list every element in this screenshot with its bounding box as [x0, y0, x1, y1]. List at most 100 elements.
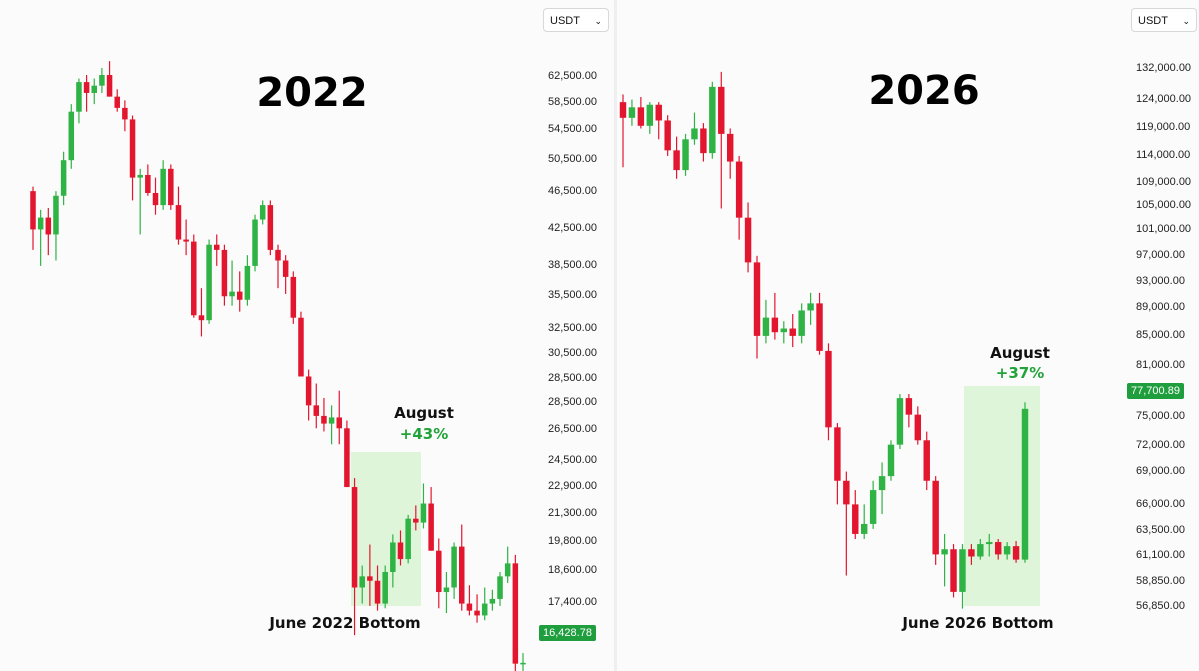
y-tick-label: 105,000.00	[1136, 199, 1191, 211]
chevron-down-icon: ⌄	[594, 16, 602, 26]
candle-body	[152, 192, 159, 206]
candle	[236, 271, 243, 312]
candle	[1021, 402, 1029, 563]
candle	[443, 571, 450, 614]
annotation-month-2026: August	[990, 344, 1050, 362]
annotation-bottom-2026: June 2026 Bottom	[901, 614, 1053, 632]
y-tick-label: 42,500.00	[548, 222, 597, 234]
candle-body	[887, 444, 895, 477]
candle-body	[1021, 408, 1029, 560]
chart-panel-2026: 132,000.00 124,000.00 119,000.00 114,000.00…	[617, 0, 1199, 671]
candle-body	[726, 133, 734, 162]
y-tick-label: 30,500.00	[548, 347, 597, 359]
candle	[359, 565, 365, 604]
candle	[137, 168, 143, 235]
candle-body	[275, 249, 281, 261]
annotation-change-2022: +43%	[400, 425, 448, 443]
candle-body	[628, 107, 636, 118]
candle-body	[114, 96, 120, 108]
candle	[344, 420, 350, 488]
candle-body	[328, 417, 335, 424]
candle-body	[619, 102, 627, 118]
y-tick-label: 72,000.00	[1136, 439, 1185, 451]
candle-body	[37, 217, 44, 230]
candle	[328, 405, 335, 445]
chart-title-2026: 2026	[868, 68, 979, 114]
candle-body	[244, 265, 251, 300]
candle	[512, 554, 519, 671]
candle	[726, 128, 734, 179]
y-tick-label: 114,000.00	[1136, 149, 1190, 161]
candle	[646, 102, 654, 134]
candle	[91, 78, 98, 105]
candle-body	[405, 518, 411, 560]
candle-body	[351, 487, 358, 588]
candle	[145, 164, 151, 196]
candle-body	[1003, 546, 1011, 555]
candle-body	[344, 428, 350, 488]
candle	[474, 594, 480, 623]
y-tick-label: 21,300.00	[548, 507, 597, 519]
candle	[700, 123, 707, 162]
candle-body	[968, 549, 975, 557]
candle-body	[229, 291, 235, 297]
candle	[30, 186, 36, 250]
candle-body	[420, 503, 427, 523]
candle-body	[413, 518, 419, 523]
annotation-change-2026: +37%	[996, 364, 1044, 382]
candle-body	[655, 104, 662, 121]
candle	[762, 299, 770, 344]
candle-body	[382, 571, 388, 604]
candle-body	[646, 104, 654, 126]
candle	[968, 544, 975, 565]
candle	[923, 431, 930, 491]
candle	[789, 314, 796, 348]
candle	[60, 151, 67, 206]
y-tick-label: 132,000.00	[1136, 62, 1191, 74]
candle-body	[336, 417, 343, 429]
candle-body	[914, 414, 922, 441]
candle-body	[106, 75, 113, 97]
last-price-badge-2026: 77,700.89	[1127, 383, 1184, 399]
candle-body	[744, 217, 752, 263]
candlestick-chart-2022: 62,500.00 58,500.00 54,500.00 50,500.00 46,5…	[30, 61, 597, 671]
candle	[843, 471, 850, 576]
chart-panel-2022: 62,500.00 58,500.00 54,500.00 50,500.00 46,5…	[30, 8, 609, 671]
candle	[397, 530, 404, 566]
candle-body	[896, 398, 904, 445]
candle	[869, 480, 877, 529]
candle-body	[986, 542, 993, 545]
currency-select-left[interactable]: USDT ⌄	[543, 8, 609, 32]
y-tick-label: 58,500.00	[548, 96, 597, 108]
candle	[504, 546, 511, 584]
candle	[735, 155, 743, 240]
candle	[198, 288, 205, 337]
candle	[282, 255, 289, 294]
currency-select-right[interactable]: USDT ⌄	[1131, 8, 1197, 32]
candle-body	[129, 119, 136, 178]
candle	[673, 136, 680, 179]
candle	[896, 394, 904, 450]
y-tick-label: 32,500.00	[548, 322, 597, 334]
candle-body	[905, 398, 913, 415]
candle	[932, 476, 939, 565]
candle-body	[994, 542, 1002, 555]
candle-body	[298, 317, 304, 377]
candle	[413, 505, 419, 531]
candle	[718, 71, 725, 209]
candlestick-chart-2026: 132,000.00 124,000.00 119,000.00 114,000.00…	[619, 62, 1191, 632]
candle	[655, 102, 662, 140]
candle-body	[206, 244, 212, 321]
candle	[336, 390, 343, 445]
candle	[321, 397, 327, 432]
candle	[428, 487, 434, 551]
candle	[122, 100, 128, 132]
candle	[628, 99, 636, 126]
candle-body	[68, 111, 75, 161]
candle	[914, 406, 922, 445]
candle	[37, 209, 44, 266]
candle	[489, 589, 496, 611]
candle-body	[673, 150, 680, 171]
candle-body	[878, 476, 886, 491]
y-tick-label: 26,500.00	[548, 423, 597, 435]
